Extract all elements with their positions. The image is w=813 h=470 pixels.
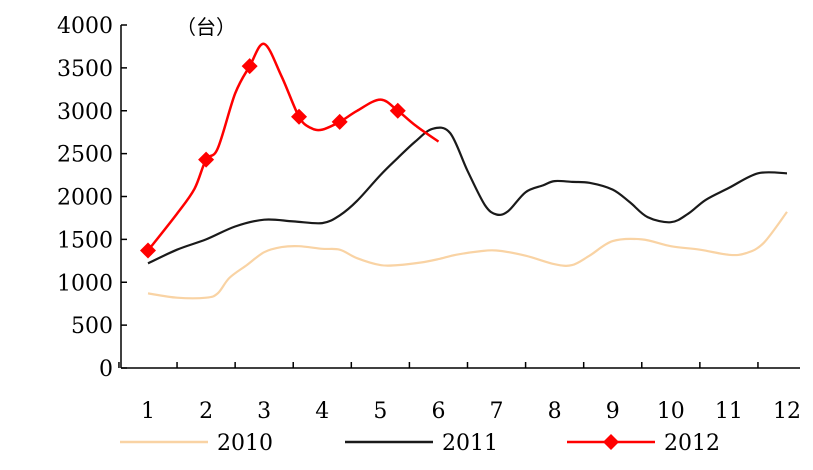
x-tick-label: 7	[490, 399, 504, 424]
legend-label-2012: 2012	[664, 431, 720, 456]
y-tick-label: 0	[99, 357, 113, 382]
y-tick-label: 500	[71, 314, 113, 339]
x-tick-label: 4	[315, 399, 329, 424]
series-point-2012	[198, 151, 215, 168]
legend-label-2011: 2011	[442, 431, 498, 456]
x-tick-label: 8	[548, 399, 562, 424]
legend-marker-2012	[603, 434, 619, 450]
x-tick-label: 3	[257, 399, 271, 424]
y-tick-label: 2500	[57, 143, 113, 168]
x-tick-label: 1	[141, 399, 155, 424]
y-tick-label: 3500	[57, 57, 113, 82]
y-tick-label: 1500	[57, 228, 113, 253]
x-tick-label: 9	[606, 399, 620, 424]
x-tick-label: 11	[715, 399, 743, 424]
legend-label-2010: 2010	[217, 431, 273, 456]
series-point-2012	[140, 242, 156, 259]
x-tick-label: 2	[199, 399, 213, 424]
legend: 2010 2011 2012	[120, 431, 720, 456]
series-line-2011	[147, 126, 788, 265]
series-lines	[140, 42, 788, 300]
series-point-2012	[291, 108, 308, 125]
series-point-2012	[331, 113, 348, 130]
y-tick-label: 2000	[57, 186, 113, 211]
series-point-2012	[389, 102, 406, 119]
x-tick-label: 6	[431, 399, 445, 424]
series-point-2012	[241, 58, 258, 75]
x-axis: 1 2 3 4 5 6 7 8 9 10 11 12	[118, 362, 801, 424]
unit-label: （台）	[176, 15, 236, 39]
series-line-2012	[147, 42, 440, 252]
x-tick-label: 10	[657, 399, 685, 424]
y-tick-label: 1000	[57, 271, 113, 296]
y-tick-label: 3000	[57, 100, 113, 125]
series-line-2010	[147, 211, 788, 300]
x-tick-label: 12	[773, 399, 801, 424]
y-tick-label: 4000	[57, 14, 113, 39]
x-tick-label: 5	[373, 399, 387, 424]
y-axis: 0 500 1000 1500 2000 2500 3000 3500 4000	[57, 14, 127, 382]
